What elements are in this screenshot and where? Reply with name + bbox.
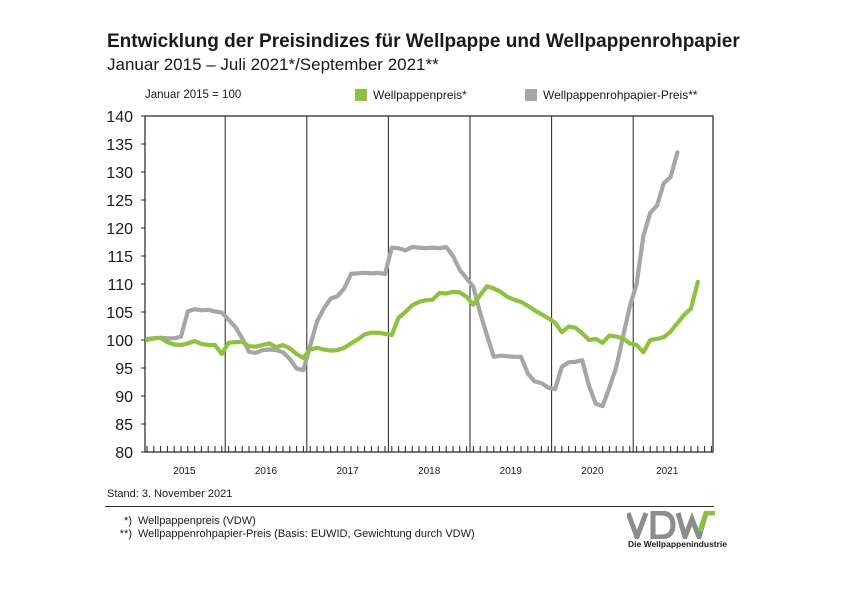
series-line-rohpapier	[144, 150, 680, 409]
x-year-label: 2016	[255, 466, 278, 477]
x-year-label: 2017	[336, 466, 359, 477]
footer-divider	[105, 506, 714, 507]
vdw-logo	[627, 511, 715, 539]
legend-swatch-green	[355, 89, 367, 101]
chart-title: Entwicklung der Preisindizes für Wellpap…	[107, 31, 740, 52]
y-tick-label: 95	[115, 361, 133, 378]
y-tick-label: 110	[107, 277, 133, 294]
logo-tagline: Die Wellpappenindustrie	[628, 539, 728, 549]
y-tick-label: 100	[106, 333, 133, 350]
y-tick-label: 135	[106, 137, 133, 154]
base-note: Januar 2015 = 100	[145, 89, 242, 101]
footnote-marker: *)	[124, 515, 132, 527]
stand-date: Stand: 3. November 2021	[107, 488, 233, 500]
y-tick-label: 80	[115, 445, 133, 462]
x-year-label: 2018	[418, 466, 441, 477]
x-year-label: 2020	[581, 466, 604, 477]
footnote-text: Wellpappenpreis (VDW)	[138, 515, 256, 527]
series-line-wellpappenpreis	[144, 279, 700, 360]
y-tick-label: 130	[106, 165, 133, 182]
y-tick-label: 115	[107, 249, 133, 266]
footnote-text: Wellpappenrohpapier-Preis (Basis: EUWID,…	[138, 528, 475, 540]
legend-label: Wellpappenrohpapier-Preis**	[543, 88, 698, 102]
footnote-marker: **)	[119, 528, 132, 540]
chart-subtitle: Januar 2015 – Juli 2021*/September 2021*…	[107, 55, 439, 74]
y-tick-label: 105	[106, 305, 133, 322]
x-year-label: 2015	[173, 466, 196, 477]
x-year-label: 2019	[500, 466, 523, 477]
footnote-2: **) Wellpappenrohpapier-Preis (Basis: EUW…	[110, 528, 475, 540]
plot-frame	[144, 115, 714, 453]
legend-swatch-gray	[525, 89, 537, 101]
y-tick-label: 125	[106, 193, 133, 210]
legend-label: Wellpappenpreis*	[373, 88, 467, 102]
y-tick-label: 85	[115, 417, 133, 434]
y-tick-label: 120	[106, 221, 133, 238]
footnote-1: *) Wellpappenpreis (VDW)	[110, 515, 256, 527]
y-tick-label: 90	[115, 389, 133, 406]
x-year-label: 2021	[656, 466, 679, 477]
legend-item-wellpappenpreis: Wellpappenpreis*	[355, 88, 467, 102]
y-tick-label: 140	[106, 109, 133, 126]
legend-item-rohpapier: Wellpappenrohpapier-Preis**	[525, 88, 698, 102]
